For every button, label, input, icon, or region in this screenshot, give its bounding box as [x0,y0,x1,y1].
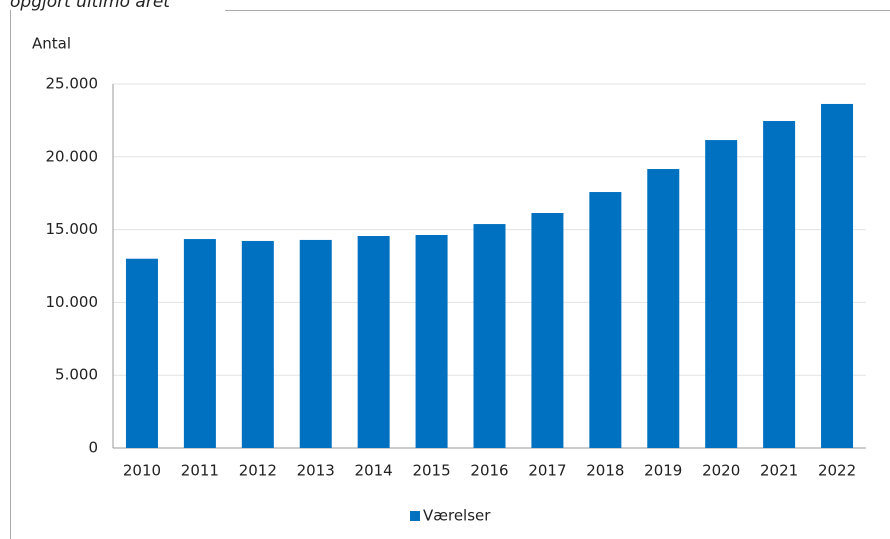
x-tick-label: 2015 [412,462,450,480]
x-tick-label: 2020 [702,462,740,480]
bar [183,239,216,448]
bar [647,169,680,448]
bar [589,192,622,448]
x-tick-label: 2011 [181,462,219,480]
bar [531,213,564,448]
bar [705,140,738,448]
x-tick-label: 2016 [470,462,508,480]
bar [357,236,390,448]
y-axis-label: Antal [32,35,71,53]
legend-swatch [410,511,420,521]
x-tick-label: 2022 [818,462,856,480]
y-tick-label: 10.000 [46,293,99,311]
bar [125,258,158,448]
y-tick-label: 20.000 [46,147,99,165]
y-tick-label: 25.000 [46,75,99,93]
x-tick-label: 2013 [297,462,335,480]
y-tick-label: 0 [88,439,98,457]
bar [415,234,448,448]
x-tick-label: 2017 [528,462,566,480]
x-tick-label: 2021 [760,462,798,480]
x-tick-label: 2014 [355,462,393,480]
x-tick-label: 2010 [123,462,161,480]
y-tick-label: 15.000 [46,220,99,238]
bar [241,240,274,448]
bar [821,103,854,448]
x-tick-label: 2018 [586,462,624,480]
legend-label: Værelser [423,507,491,525]
subtitle: opgjort ultimo året [10,0,171,12]
bar [763,120,796,449]
y-tick-label: 5.000 [55,366,98,384]
bar [473,224,506,448]
x-tick-label: 2012 [239,462,277,480]
x-tick-label: 2019 [644,462,682,480]
bar [299,239,332,448]
